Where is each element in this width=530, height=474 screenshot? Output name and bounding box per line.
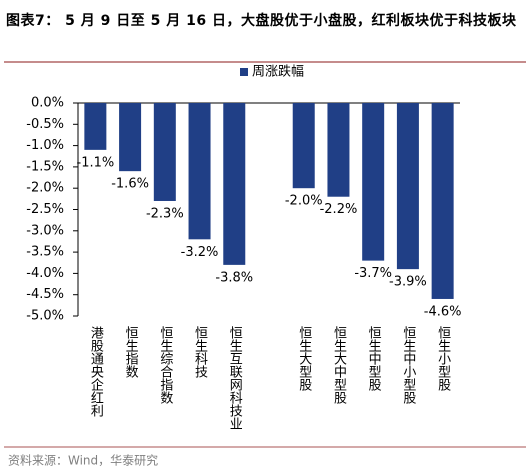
legend-swatch <box>240 68 248 76</box>
y-tick-label: -3.0% <box>26 223 64 238</box>
x-tick-label: 港股通央企红利 <box>88 326 104 417</box>
bar <box>153 103 176 201</box>
y-tick-label: -0.5% <box>26 117 64 132</box>
bar <box>84 103 107 150</box>
bar <box>223 103 246 265</box>
y-tick-label: -1.5% <box>26 159 64 174</box>
chart-title: 图表7： 5 月 9 日至 5 月 16 日，大盘股优于小盘股，红利板块优于科技… <box>6 13 517 29</box>
y-tick-label: -5.0% <box>26 309 64 324</box>
y-tick-label: -1.0% <box>26 138 64 153</box>
y-tick-label: -3.5% <box>26 245 64 260</box>
source: 资料来源：Wind，华泰研究 <box>8 453 158 468</box>
x-tick-label: 恒生大中型股 <box>331 326 347 405</box>
x-tick-label: 恒生科技 <box>192 326 208 378</box>
bar <box>396 103 419 270</box>
y-tick-label: -4.5% <box>26 287 64 302</box>
y-tick-label: -2.5% <box>26 202 64 217</box>
value-label: -2.0% <box>285 194 323 209</box>
value-label: -2.2% <box>320 202 358 217</box>
bar <box>292 103 315 189</box>
x-tick-label: 恒生中小型股 <box>400 326 416 405</box>
x-tick-label: 恒生互联网科技业 <box>227 326 243 430</box>
value-label: -3.7% <box>354 266 392 281</box>
value-label: -3.8% <box>215 270 253 285</box>
value-label: -3.9% <box>389 275 427 290</box>
x-tick-label: 恒生指数 <box>123 326 139 378</box>
value-label: -4.6% <box>424 304 462 319</box>
y-tick-label: -2.0% <box>26 181 64 196</box>
y-tick-label: -4.0% <box>26 266 64 281</box>
value-label: -1.1% <box>77 155 115 170</box>
x-tick-label: 恒生中型股 <box>366 326 382 392</box>
bar <box>362 103 385 261</box>
y-tick-label: 0.0% <box>31 96 64 111</box>
value-label: -1.6% <box>111 177 149 192</box>
x-tick-label: 恒生大型股 <box>296 326 312 392</box>
bar <box>119 103 142 172</box>
bar <box>327 103 350 197</box>
legend-label: 周涨跌幅 <box>252 64 304 80</box>
bar <box>431 103 454 299</box>
bar <box>188 103 211 240</box>
value-label: -2.3% <box>146 206 184 221</box>
x-tick-label: 恒生小型股 <box>435 326 451 392</box>
x-tick-label: 恒生综合指数 <box>157 326 173 404</box>
value-label: -3.2% <box>181 245 219 260</box>
